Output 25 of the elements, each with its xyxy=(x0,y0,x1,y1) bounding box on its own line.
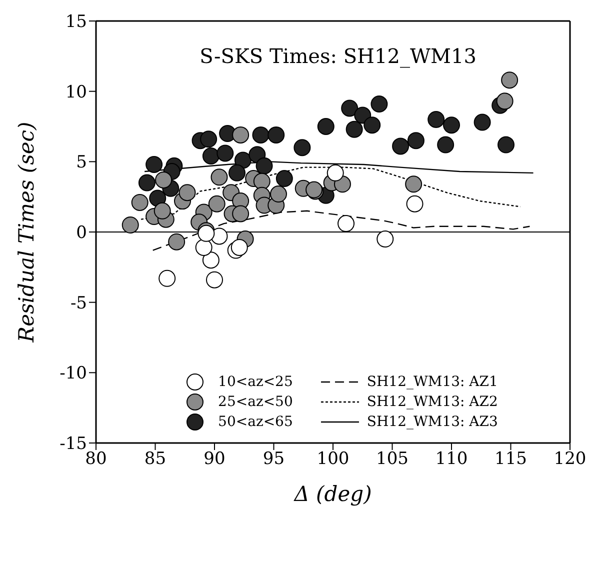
y-tick-label: -5 xyxy=(70,293,87,314)
y-tick-label: 0 xyxy=(76,223,87,244)
x-tick-label: 105 xyxy=(376,449,408,470)
legend-label: SH12_WM13: AZ2 xyxy=(366,394,498,410)
text: S-SKS Times: SH12_WM13 xyxy=(198,44,478,68)
x-tick-label: 120 xyxy=(554,449,586,470)
legend-label: 50<az<65 xyxy=(218,414,293,430)
x-tick-label: 80 xyxy=(85,449,107,470)
x-tick-label: 90 xyxy=(204,449,226,470)
y-axis-title: Residual Times (sec) xyxy=(14,122,38,344)
y-tick-label: -15 xyxy=(60,434,87,454)
x-tick-label: 85 xyxy=(144,449,166,470)
y-tick-label: -10 xyxy=(60,364,87,384)
legend-label: SH12_WM13: AZ1 xyxy=(366,374,498,390)
x-tick-label: 95 xyxy=(262,449,285,470)
y-tick-label: 10 xyxy=(65,82,87,102)
x-tick-label: 115 xyxy=(494,449,527,470)
y-tick-label: 15 xyxy=(65,12,87,32)
y-tick-label: 5 xyxy=(76,152,87,173)
x-tick-label: 100 xyxy=(316,449,350,470)
x-tick-label: 110 xyxy=(435,449,468,470)
legend-label: SH12_WM13: AZ3 xyxy=(366,414,498,430)
legend-label: 25<az<50 xyxy=(218,394,293,410)
legend-label: 10<az<25 xyxy=(218,374,293,390)
x-axis-title: Δ (deg) xyxy=(293,482,372,506)
